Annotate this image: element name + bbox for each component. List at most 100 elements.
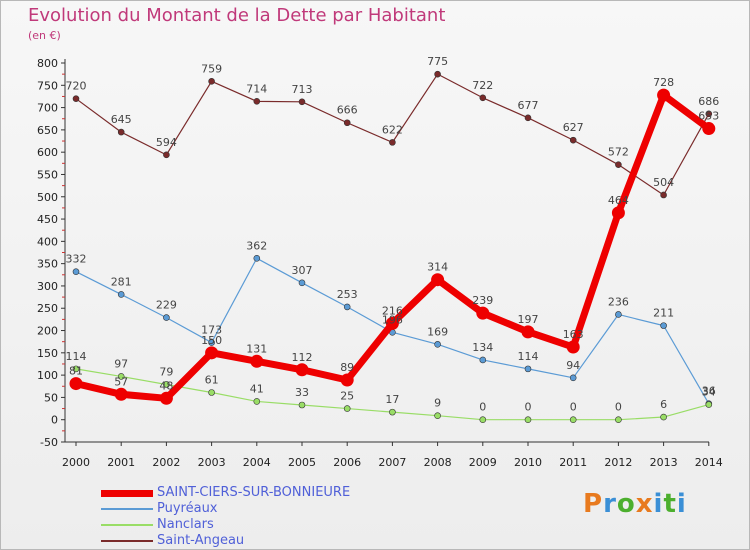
- data-label: 594: [156, 136, 177, 149]
- y-tick-label: 700: [37, 102, 58, 115]
- data-label: 17: [385, 393, 399, 406]
- data-point: [343, 119, 351, 127]
- y-tick-label: 200: [37, 325, 58, 338]
- legend-label: Nanclars: [157, 517, 214, 532]
- data-label: 211: [653, 307, 674, 320]
- data-point: [69, 377, 83, 391]
- data-label: 307: [292, 264, 313, 277]
- data-label: 759: [201, 62, 222, 75]
- x-tick-label: 2008: [424, 456, 452, 469]
- y-tick-label: 400: [37, 235, 58, 248]
- data-label: 94: [566, 359, 580, 372]
- x-tick-label: 2012: [604, 456, 632, 469]
- data-point: [253, 98, 261, 105]
- data-point: [163, 381, 170, 388]
- legend-label: Puyréaux: [157, 501, 218, 516]
- y-tick-label: 100: [37, 369, 58, 382]
- data-point: [524, 416, 532, 424]
- y-tick-label: 500: [37, 191, 58, 204]
- data-label: 81: [69, 365, 83, 378]
- data-label: 314: [427, 261, 448, 274]
- data-point: [705, 401, 713, 408]
- data-point: [434, 70, 441, 78]
- data-label: 236: [608, 295, 629, 308]
- chart-title: Evolution du Montant de la Dette par Hab…: [28, 5, 446, 26]
- data-point: [208, 77, 215, 85]
- y-tick-label: 0: [51, 414, 58, 427]
- data-label: 627: [563, 121, 584, 134]
- y-tick-label: 50: [44, 391, 58, 404]
- data-label: 281: [111, 275, 132, 288]
- y-tick-label: 150: [37, 347, 58, 360]
- data-point: [159, 391, 173, 405]
- legend-label: SAINT-CIERS-SUR-BONNIEURE: [157, 485, 351, 500]
- data-label: 720: [66, 80, 87, 93]
- data-point: [702, 122, 716, 136]
- data-label: 666: [337, 104, 358, 117]
- data-point: [615, 161, 622, 168]
- data-label: 677: [518, 99, 539, 112]
- legend-label: Saint-Angeau: [157, 533, 245, 548]
- data-point: [705, 110, 713, 118]
- data-label: 169: [427, 325, 448, 338]
- data-point: [569, 374, 577, 382]
- data-label: 0: [479, 401, 486, 414]
- data-point: [117, 373, 125, 380]
- data-point: [117, 291, 125, 298]
- data-point: [434, 412, 441, 419]
- data-label: 150: [201, 334, 222, 347]
- data-label: 253: [337, 288, 358, 301]
- data-label: 57: [114, 375, 128, 388]
- data-point: [479, 356, 487, 364]
- data-label: 197: [518, 313, 539, 326]
- x-tick-label: 2010: [514, 456, 542, 469]
- x-tick-label: 2014: [695, 456, 723, 469]
- data-point: [253, 398, 261, 405]
- data-point: [298, 279, 306, 287]
- data-label: 61: [205, 374, 219, 387]
- data-label: 9: [434, 397, 441, 410]
- data-point: [657, 88, 671, 102]
- x-tick-label: 2006: [333, 456, 361, 469]
- data-point: [524, 114, 532, 122]
- y-tick-label: 650: [37, 124, 58, 137]
- data-point: [72, 365, 80, 373]
- data-point: [250, 354, 264, 368]
- y-tick-label: 750: [37, 79, 58, 92]
- y-tick-label: 600: [37, 146, 58, 159]
- y-tick-label: 450: [37, 213, 58, 226]
- data-point: [343, 405, 351, 412]
- data-label: 722: [472, 79, 493, 92]
- data-label: 775: [427, 55, 448, 68]
- data-label: 163: [563, 328, 584, 341]
- data-label: 97: [114, 357, 128, 370]
- data-label: 239: [472, 294, 493, 307]
- data-point: [476, 306, 490, 320]
- data-label: 173: [201, 324, 222, 337]
- data-label: 0: [570, 401, 577, 414]
- data-point: [660, 413, 667, 421]
- data-point: [117, 128, 125, 136]
- data-point: [569, 136, 577, 144]
- data-label: 89: [340, 361, 354, 374]
- data-point: [389, 139, 396, 146]
- data-point: [298, 401, 306, 409]
- legend-swatch: [101, 508, 153, 510]
- data-point: [521, 325, 535, 339]
- data-label: 196: [382, 313, 403, 326]
- data-label: 79: [159, 365, 173, 378]
- y-tick-label: -50: [40, 436, 58, 449]
- data-point: [343, 303, 351, 311]
- data-label: 332: [66, 253, 87, 266]
- data-label: 653: [698, 110, 719, 123]
- data-point: [208, 389, 215, 396]
- data-point: [163, 314, 170, 321]
- data-point: [431, 273, 445, 287]
- data-label: 114: [66, 350, 87, 363]
- data-point: [385, 316, 399, 330]
- data-label: 504: [653, 176, 674, 189]
- y-tick-label: 300: [37, 280, 58, 293]
- x-tick-label: 2000: [62, 456, 90, 469]
- data-point: [208, 339, 215, 346]
